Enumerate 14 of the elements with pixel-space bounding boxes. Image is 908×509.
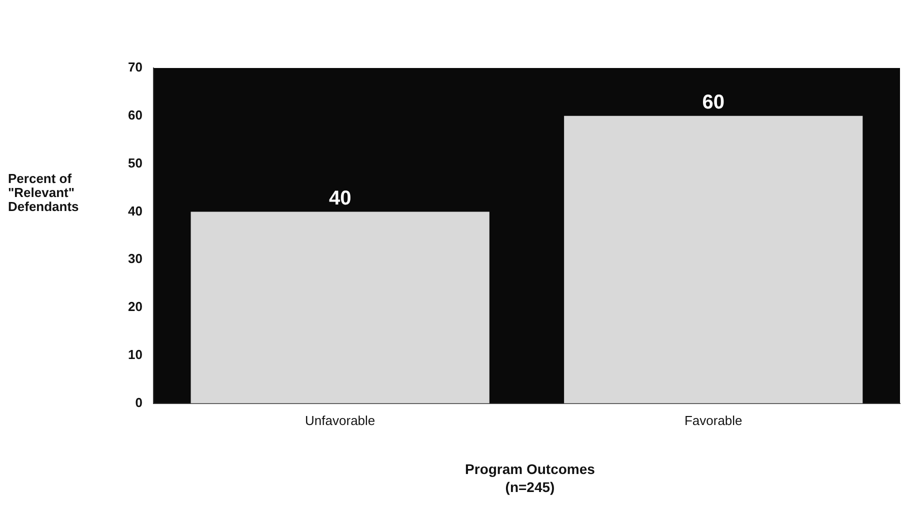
y-tick-label: 50 <box>128 155 142 170</box>
y-tick-label: 20 <box>128 299 142 314</box>
x-tick-label: Favorable <box>684 412 742 428</box>
y-tick-label: 40 <box>128 203 142 218</box>
y-tick-label: 10 <box>128 347 142 362</box>
data-label: 40 <box>328 187 352 210</box>
y-tick-label: 30 <box>128 251 142 266</box>
y-tick-label: 60 <box>128 107 142 122</box>
y-tick-label: 0 <box>135 394 142 410</box>
x-tick-label: Unfavorable <box>305 412 376 428</box>
data-label: 60 <box>702 91 724 114</box>
y-axis-title: Percent of "Relevant" Defendants <box>8 171 80 214</box>
y-tick-label: 70 <box>128 60 142 75</box>
x-axis-title: Program Outcomes (n=245) <box>464 460 596 496</box>
